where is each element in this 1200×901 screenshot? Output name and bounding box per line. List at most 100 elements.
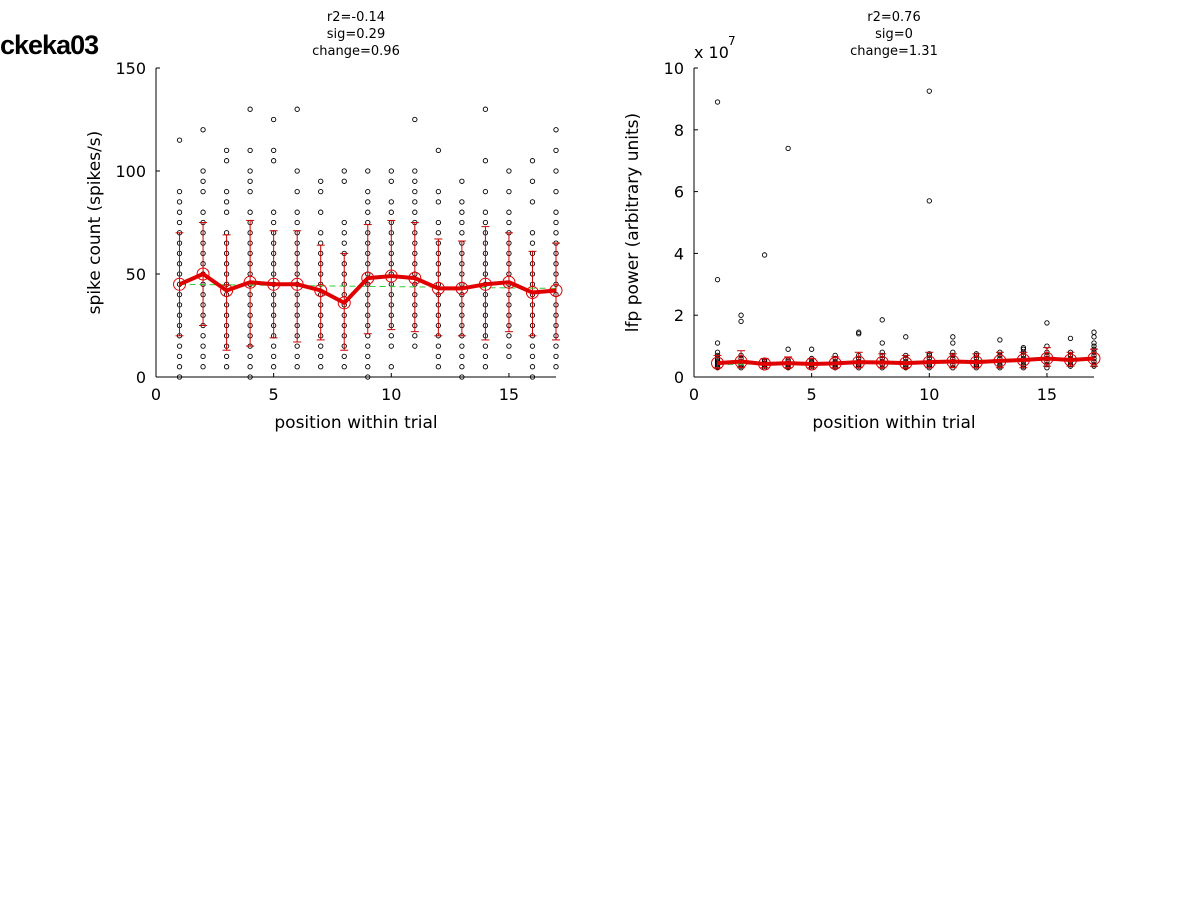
data-point	[412, 188, 418, 195]
data-point	[223, 199, 230, 205]
data-point	[738, 312, 744, 318]
data-point	[388, 168, 394, 174]
data-point	[506, 209, 512, 215]
data-point	[506, 343, 512, 349]
data-point	[365, 333, 371, 339]
data-point	[388, 343, 394, 349]
data-point	[341, 178, 347, 184]
mean-marker	[243, 275, 257, 289]
mean-marker	[1040, 351, 1054, 365]
data-point	[318, 178, 324, 184]
mean-marker	[220, 283, 234, 297]
data-point	[1091, 329, 1097, 335]
data-point	[761, 252, 768, 258]
mean-marker	[290, 277, 304, 291]
data-point	[1091, 334, 1097, 340]
x-tick-label: 5	[269, 385, 279, 404]
mean-marker	[922, 355, 936, 369]
data-point	[247, 147, 253, 154]
data-point	[529, 178, 536, 184]
data-point	[318, 353, 324, 360]
data-point	[200, 188, 206, 195]
data-point	[459, 199, 465, 205]
data-point	[1044, 320, 1050, 326]
data-point	[459, 209, 465, 215]
data-point	[714, 277, 721, 283]
stats-line: change=0.96	[312, 44, 400, 59]
data-point	[412, 199, 418, 205]
data-point	[808, 346, 815, 352]
data-point	[365, 343, 371, 349]
data-point	[435, 364, 442, 370]
data-point	[341, 364, 347, 370]
data-point	[482, 209, 489, 215]
data-point	[294, 219, 300, 226]
data-point	[482, 106, 489, 112]
stats-line: sig=0.29	[327, 27, 385, 42]
data-point	[200, 333, 206, 339]
data-point	[926, 88, 932, 94]
data-point	[529, 364, 536, 370]
data-point	[435, 147, 442, 154]
data-point	[247, 209, 253, 215]
data-point	[223, 230, 230, 236]
data-point	[529, 230, 536, 236]
data-point	[176, 343, 183, 349]
data-point	[879, 340, 885, 346]
data-point	[856, 331, 862, 337]
data-point	[482, 158, 489, 164]
data-point	[318, 188, 324, 195]
data-point	[176, 137, 183, 143]
data-point	[506, 353, 512, 360]
data-point	[365, 188, 371, 195]
data-point	[294, 168, 300, 174]
data-point	[341, 219, 347, 226]
data-point	[318, 343, 324, 349]
mean-marker	[408, 271, 422, 285]
mean-line	[717, 356, 1095, 367]
data-point	[365, 374, 371, 380]
data-point	[341, 240, 347, 246]
data-point	[482, 219, 489, 226]
y-tick-label: 0	[674, 368, 684, 387]
data-point	[294, 106, 300, 112]
y-tick-label: 4	[674, 244, 684, 263]
data-point	[553, 127, 559, 133]
mean-marker	[805, 357, 819, 371]
data-point	[294, 364, 300, 370]
data-point	[529, 240, 536, 246]
data-point	[223, 209, 230, 215]
data-point	[529, 353, 536, 360]
data-point	[459, 230, 465, 236]
data-point	[247, 106, 253, 112]
data-point	[482, 343, 489, 349]
mean-line	[178, 272, 557, 305]
data-point	[176, 209, 183, 215]
data-point	[1020, 344, 1027, 351]
data-point	[365, 364, 371, 370]
mean-marker	[361, 271, 375, 285]
x-axis-label: position within trial	[812, 413, 975, 433]
mean-marker	[1087, 351, 1101, 365]
data-point	[294, 209, 300, 215]
data-point	[388, 364, 394, 370]
y-tick-label: 8	[674, 121, 684, 140]
data-point	[388, 178, 394, 184]
mean-marker	[502, 275, 516, 289]
data-point	[435, 353, 442, 360]
data-point	[1091, 340, 1097, 346]
mean-marker	[549, 283, 563, 297]
x-tick-label: 5	[807, 385, 817, 404]
data-point	[176, 374, 183, 380]
data-point	[365, 219, 371, 226]
data-point	[270, 147, 277, 154]
data-point	[553, 364, 559, 370]
data-point	[785, 145, 791, 151]
data-point	[553, 343, 559, 349]
mean-marker	[478, 277, 492, 291]
data-point	[553, 219, 559, 226]
data-point	[365, 209, 371, 215]
data-point	[412, 209, 418, 215]
data-point	[926, 198, 932, 204]
data-point	[529, 343, 536, 349]
